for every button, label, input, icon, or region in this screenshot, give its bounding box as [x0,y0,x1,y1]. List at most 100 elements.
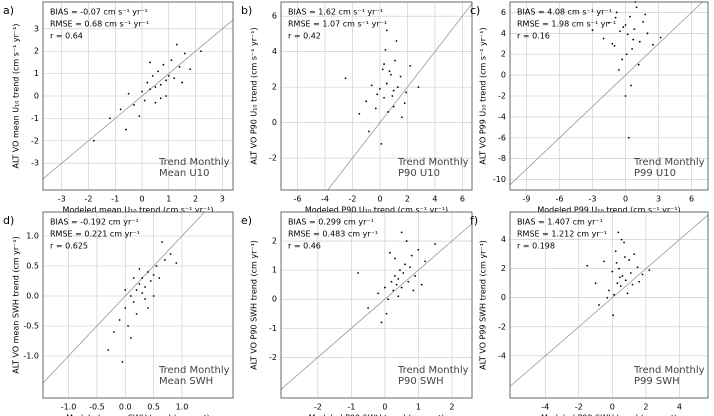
point [391,95,394,97]
point [611,270,614,273]
point [144,298,146,300]
point [613,44,616,47]
y-tick-label: 6 [272,12,277,21]
stat-annotation: BIAS = 1.62 cm s⁻¹ yr⁻¹ [288,8,383,17]
point [394,275,396,277]
panel-label: f) [470,214,478,227]
point [178,66,181,68]
y-tick-label: 0 [501,293,506,302]
point [158,277,161,279]
x-tick-label: 2 [405,195,410,204]
x-tick-label: -1 [347,403,355,412]
one-to-one-line [42,19,234,180]
y-tick-label: -1 [31,114,39,123]
point [608,289,610,292]
x-axis-label: Modeled P99 U₁₀ trend (cm s⁻¹ yr⁻¹) [537,206,680,215]
point [621,275,624,277]
point [632,38,635,41]
point [159,97,162,100]
x-tick-label: 1.0 [176,403,189,412]
point [621,58,624,61]
y-tick-label: -2 [31,136,39,145]
y-tick-label: -2 [269,353,277,362]
x-tick-label: -2 [575,403,583,412]
stat-annotation: RMSE = 1.98 cm s⁻¹ yr⁻¹ [517,20,616,29]
point [385,82,388,85]
y-tick-label: -2 [498,92,506,101]
panel-label: e) [241,214,252,227]
point [151,74,154,77]
y-tick-label: 2 [272,237,277,246]
point [387,298,390,301]
stat-annotation: BIAS = 1.407 cm yr⁻¹ [517,218,603,227]
point [370,84,373,87]
panel-note: Mean U10 [159,168,209,179]
point [630,84,632,87]
x-tick-label: -1 [111,195,119,204]
point [635,6,638,9]
point [380,142,383,145]
point [389,251,391,254]
point [404,263,406,266]
point [594,282,597,285]
point [143,99,146,102]
point [154,101,157,104]
point [385,29,388,32]
stat-annotation: r = 0.625 [50,242,88,251]
stat-annotation: BIAS = -0.192 cm yr⁻¹ [50,218,139,227]
point [135,289,138,291]
point [133,104,135,106]
point [125,128,127,131]
plot-area [43,212,233,398]
point [147,307,149,309]
panel-label: d) [3,214,14,227]
point [199,50,202,53]
point [152,295,155,297]
point [637,63,640,66]
point [622,26,625,28]
x-tick-label: -3 [58,195,66,204]
point [620,238,623,241]
point [648,269,651,272]
point [388,70,391,73]
stat-annotation: r = 0.42 [288,32,321,41]
point [152,274,155,276]
point [586,264,589,267]
point [614,250,617,253]
panel-note: Trend Monthly [397,365,469,376]
x-tick-label: -1.0 [61,403,77,412]
point [183,52,186,55]
point [384,48,387,51]
y-axis-label: ALT VO P99 U₁₀ trend (cm s⁻¹ yr⁻¹) [479,27,488,164]
point [615,11,618,14]
x-tick-label: 0.0 [119,403,132,412]
one-to-one-line [509,214,709,387]
panel-note: Mean SWH [159,376,213,387]
point [112,331,115,333]
one-to-one-line [42,211,205,384]
point [357,272,359,274]
point [616,282,619,285]
point [400,286,403,289]
point [141,277,144,279]
point [646,32,649,35]
point [138,268,141,270]
x-tick-label: -9 [523,195,531,204]
point [623,241,626,244]
point [374,107,377,110]
point [154,86,157,88]
point [633,28,636,31]
point [124,289,127,291]
x-tick-label: 2 [643,403,648,412]
point [175,262,178,264]
y-tick-label: -1.0 [23,352,39,361]
stat-annotation: RMSE = 0.483 cm yr⁻¹ [288,230,378,239]
point [394,257,396,260]
point [118,319,121,321]
point [387,111,390,113]
panel-note: Trend Monthly [397,157,469,168]
point [165,95,167,97]
x-tick-label: 2 [193,195,198,204]
panel: -4 -2 0 2 4 -4 -2 0 2 4 BIAS = 1.407 cm yr⁻¹ RMSE =… [470,211,709,416]
